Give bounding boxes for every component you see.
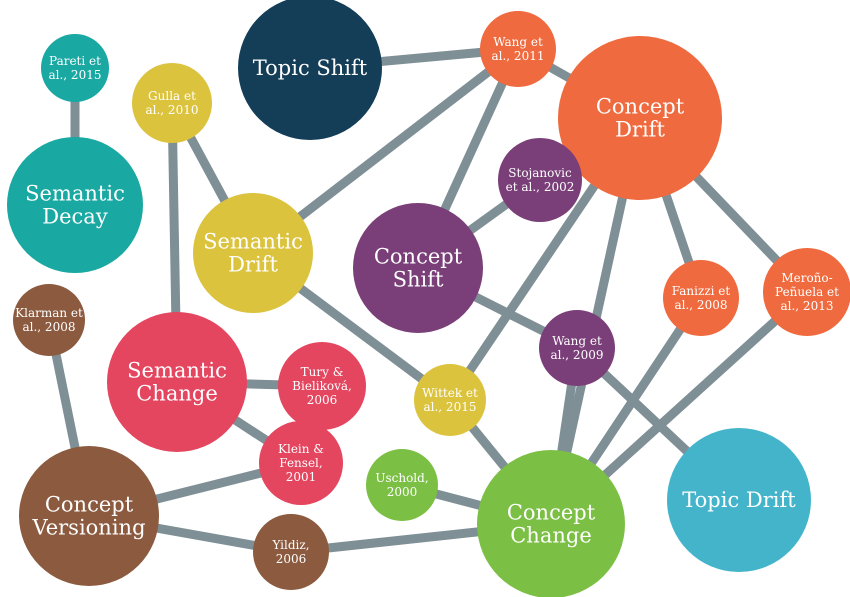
node-topic-shift-label: Topic Shift [253,56,368,80]
node-concept-versioning-circle [19,446,159,586]
node-topic-drift: Topic Drift [667,428,811,572]
node-yildiz-label: Yildiz, [271,538,309,552]
node-concept-change-label: Change [510,524,592,548]
node-fanizzi-label: Fanizzi et [672,284,731,298]
node-semantic-drift-label: Semantic [203,230,303,254]
node-klein-label: Klein & [278,442,324,456]
node-gulla-circle [132,63,212,143]
node-merono-label: al., 2013 [781,299,834,313]
node-gulla-label: al., 2010 [146,103,199,117]
node-yildiz-circle [253,514,329,590]
node-concept-drift-label: Drift [615,118,665,142]
node-semantic-drift-label: Drift [228,253,278,277]
node-wang-2011-circle [480,11,556,87]
node-klein-circle [259,421,343,505]
node-wang-2011-label: Wang et [493,35,543,49]
node-fanizzi-label: al., 2008 [675,298,728,312]
node-merono-circle [763,248,850,336]
node-semantic-decay-label: Decay [42,205,108,229]
node-wang-2009-circle [539,310,615,386]
node-merono-label: Meroño- [781,271,832,285]
node-semantic-decay-label: Semantic [25,182,125,206]
node-concept-shift-circle [353,203,483,333]
node-uschold-circle [366,449,438,521]
node-uschold: Uschold,2000 [366,449,438,521]
node-concept-change-circle [477,450,625,597]
node-gulla-label: Gulla et [148,89,196,103]
node-klarman-circle [13,284,85,356]
node-tury-label: Bieliková, [292,379,352,393]
node-tury-circle [278,342,366,430]
node-uschold-label: 2000 [387,485,418,499]
node-uschold-label: Uschold, [375,471,428,485]
node-concept-change-label: Concept [507,501,596,525]
node-concept-versioning-label: Versioning [31,516,145,540]
node-stojanovic-label: Stojanovic [508,166,572,180]
node-klein: Klein &Fensel,2001 [259,421,343,505]
node-wang-2011-label: al., 2011 [492,49,545,63]
node-semantic-change-circle [107,312,247,452]
node-klein-label: Fensel, [279,456,322,470]
node-klarman-label: al., 2008 [23,320,76,334]
node-topic-drift-circle [667,428,811,572]
node-pareti-label: al., 2015 [49,68,102,82]
node-concept-drift-circle [558,36,722,200]
node-klarman-label: Klarman et [15,306,83,320]
node-stojanovic-circle [498,138,582,222]
node-wittek-label: al., 2015 [424,400,477,414]
node-stojanovic-label: et al., 2002 [506,180,575,194]
node-tury-label: Tury & [301,365,344,379]
node-semantic-decay-circle [7,137,143,273]
node-tury-label: 2006 [307,393,338,407]
node-tury: Tury &Bieliková,2006 [278,342,366,430]
node-wittek-circle [414,364,486,436]
node-wang-2009-label: al., 2009 [551,348,604,362]
node-pareti-circle [41,34,109,102]
node-concept-drift-label: Concept [596,95,685,119]
node-topic-drift-label: Topic Drift [682,488,796,512]
node-merono-label: Peñuela et [775,285,839,299]
node-yildiz-label: 2006 [276,552,307,566]
node-topic-shift-circle [238,0,382,140]
node-wang-2009-label: Wang et [552,334,602,348]
node-klein-label: 2001 [286,470,317,484]
node-semantic-drift-circle [193,193,313,313]
node-concept-versioning-label: Concept [45,493,134,517]
node-semantic-change-label: Semantic [127,359,227,383]
node-topic-shift: Topic Shift [238,0,382,140]
node-concept-shift-label: Shift [393,268,444,292]
node-concept-shift-label: Concept [374,245,463,269]
node-wittek-label: Wittek et [422,386,478,400]
node-fanizzi-circle [663,260,739,336]
node-semantic-change-label: Change [136,382,218,406]
node-pareti-label: Pareti et [49,54,101,68]
node-yildiz: Yildiz,2006 [253,514,329,590]
